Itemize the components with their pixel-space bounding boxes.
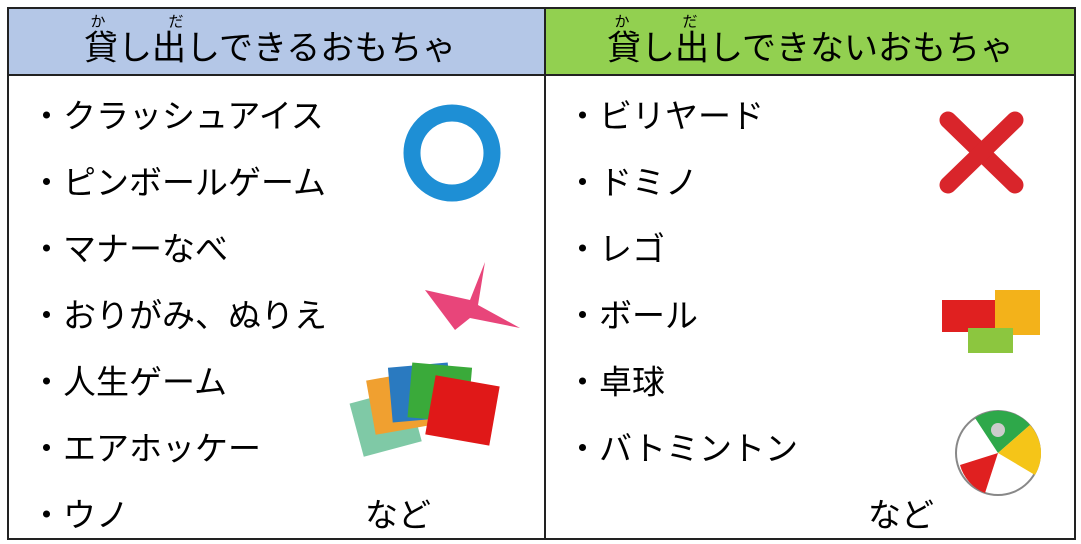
item: ・エアホッケー — [30, 429, 261, 468]
item: ・バトミントン — [566, 429, 798, 468]
item: ・人生ゲーム — [30, 363, 227, 402]
crane-icon — [425, 262, 520, 330]
column-title: 貸し出しできるおもちゃ — [84, 29, 456, 69]
item: ・ビリヤード — [566, 97, 764, 136]
ruby: か — [90, 13, 105, 31]
ball-icon — [955, 410, 1042, 496]
paper-icon — [349, 362, 500, 457]
item: ・ウノ — [30, 496, 129, 535]
header-bg — [8, 8, 545, 75]
suffix: など — [868, 496, 934, 535]
item: ・マナーなべ — [30, 230, 228, 269]
item: ・レゴ — [566, 230, 665, 269]
item: ・卓球 — [566, 363, 665, 402]
ruby: だ — [682, 13, 697, 31]
ok-icon — [403, 104, 501, 202]
suffix: など — [365, 496, 431, 535]
item: ・クラッシュアイス — [30, 97, 324, 136]
lego-icon — [942, 290, 1040, 353]
ng-icon — [939, 111, 1024, 194]
table-border — [7, 7, 1076, 540]
ruby: か — [614, 13, 629, 31]
item: ・おりがみ、ぬりえ — [30, 296, 327, 335]
item: ・ピンボールゲーム — [30, 163, 326, 202]
item: ・ドミノ — [566, 163, 698, 202]
column-title: 貸し出しできないおもちゃ — [607, 29, 1014, 69]
header-bg — [545, 8, 1075, 75]
item: ・ボール — [566, 296, 698, 335]
ruby: だ — [168, 13, 183, 31]
